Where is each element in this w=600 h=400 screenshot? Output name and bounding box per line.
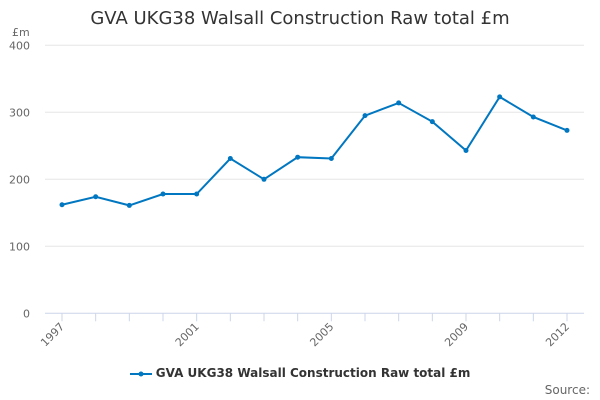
data-point xyxy=(396,100,402,106)
data-point xyxy=(463,147,469,153)
x-tick-label: 2012 xyxy=(543,320,572,349)
data-point xyxy=(295,154,301,160)
y-tick-label: 300 xyxy=(9,106,30,119)
y-tick-label: 200 xyxy=(9,173,30,186)
data-point xyxy=(59,202,65,208)
data-point xyxy=(194,191,200,197)
data-point xyxy=(328,156,334,162)
y-axis-label: £m xyxy=(12,26,30,39)
data-point xyxy=(429,119,435,125)
legend-line-icon xyxy=(129,371,152,376)
legend-label: GVA UKG38 Walsall Construction Raw total… xyxy=(155,366,471,380)
data-point xyxy=(497,94,503,100)
x-tick-label: 2009 xyxy=(442,320,471,349)
chart-title: GVA UKG38 Walsall Construction Raw total… xyxy=(90,8,510,29)
x-tick-label: 1997 xyxy=(38,320,67,349)
data-point xyxy=(530,114,536,120)
x-tick-label: 2005 xyxy=(307,320,336,349)
data-point xyxy=(227,156,233,162)
data-point xyxy=(93,194,99,200)
source-label: Source: xyxy=(544,383,590,397)
y-tick-label: 400 xyxy=(9,39,30,52)
y-tick-label: 0 xyxy=(23,307,30,320)
data-point xyxy=(160,191,166,197)
data-point xyxy=(564,127,570,133)
y-tick-label: 100 xyxy=(9,240,30,253)
x-tick-label: 2001 xyxy=(173,320,202,349)
data-point xyxy=(261,176,267,182)
legend[interactable]: GVA UKG38 Walsall Construction Raw total… xyxy=(0,366,600,380)
data-point xyxy=(126,202,132,208)
series-line xyxy=(61,95,568,207)
data-point xyxy=(362,113,368,119)
